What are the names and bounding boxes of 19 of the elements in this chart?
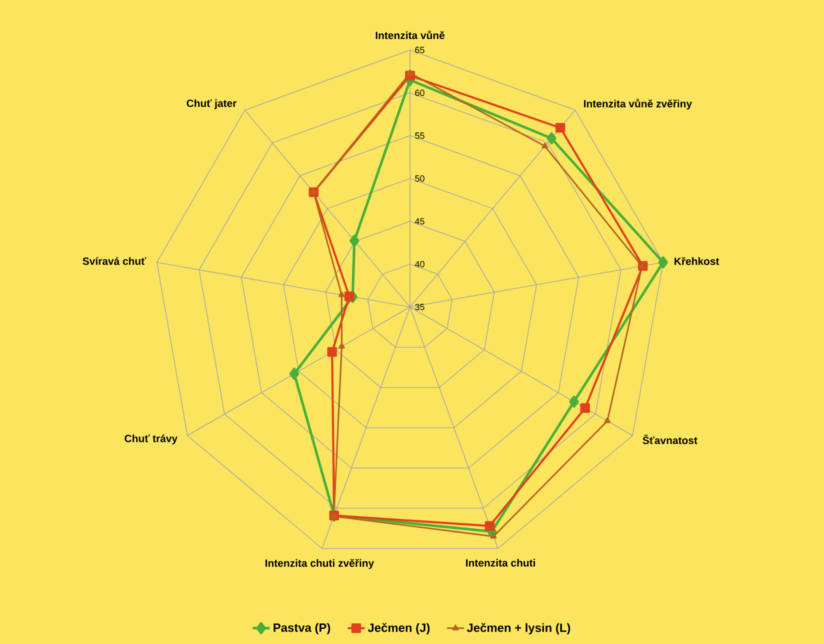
- spoke-label: Intenzita chuti zvěřiny: [266, 558, 374, 569]
- y-tick-label: 65: [415, 46, 424, 54]
- y-tick-label: 35: [415, 304, 424, 310]
- spoke-label: Intenzita vůně zvěřiny: [584, 98, 692, 110]
- spoke-label: Intenzita chuti: [466, 558, 535, 567]
- spoke-label: Chuť jater: [186, 99, 236, 110]
- y-tick-label: 60: [415, 90, 424, 96]
- spoke-label: Chuť trávy: [124, 434, 178, 444]
- legend-label: Ječmen + lysin (L): [466, 622, 570, 634]
- legend-label: Ječmen (J): [368, 622, 430, 634]
- legend-label: Pastva (P): [274, 623, 330, 634]
- y-tick-label: 55: [415, 132, 424, 139]
- y-tick-label: 40: [414, 260, 424, 268]
- y-tick-label: 50: [415, 175, 424, 182]
- spoke-label: Křehkost: [674, 257, 720, 265]
- spoke-label: Svíravá chuť: [82, 257, 146, 265]
- y-tick-label: 45: [414, 218, 424, 224]
- spoke-label: Intenzita vůně: [376, 30, 445, 40]
- spoke-label: Šťavnatost: [642, 434, 698, 444]
